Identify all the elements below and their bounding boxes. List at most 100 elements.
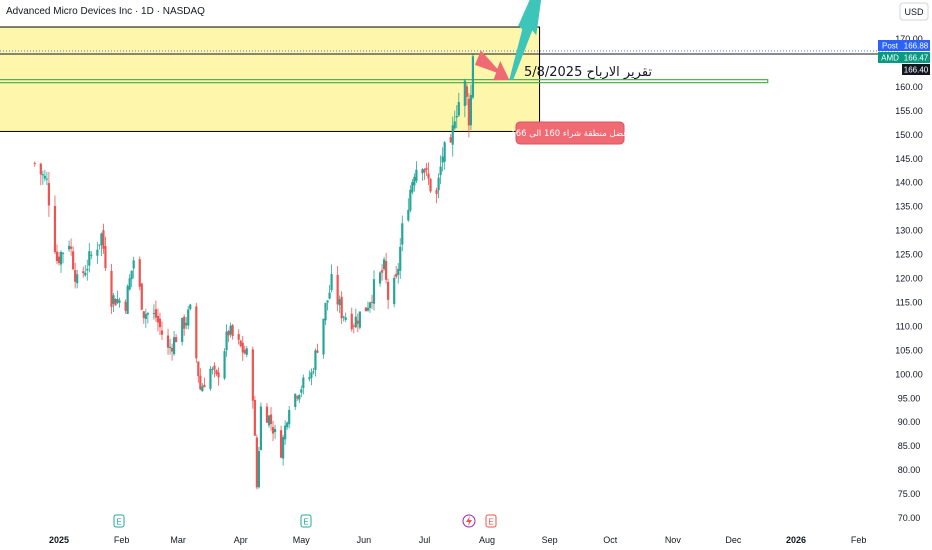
candle-body bbox=[195, 306, 198, 359]
currency-button[interactable] bbox=[899, 2, 929, 21]
earnings-event-marker[interactable]: E bbox=[113, 514, 125, 528]
buy-zone-callout-text: افضل منطقة شراء 160 الى 166 bbox=[510, 129, 629, 139]
candle-body bbox=[116, 298, 119, 303]
upcoming-earnings-marker[interactable]: E bbox=[485, 514, 497, 528]
post-tag-value: 166.88 bbox=[904, 42, 929, 51]
candle-body bbox=[251, 349, 254, 401]
candle-body bbox=[372, 279, 376, 304]
price-axis-tick-label: 70.00 bbox=[898, 513, 921, 523]
candle-body bbox=[126, 285, 129, 314]
candle-body bbox=[132, 260, 135, 269]
price-axis[interactable]: 70.00 75.00 80.00 85.00 90.00 95.00 100.00 105.… bbox=[895, 34, 923, 523]
earnings-report-label[interactable]: تقرير الارباح 5/8/2025 bbox=[524, 65, 652, 80]
time-axis-tick-label: Feb bbox=[114, 535, 130, 545]
candle-body bbox=[70, 246, 73, 249]
candle-body bbox=[187, 309, 190, 326]
candle-body bbox=[259, 406, 263, 450]
candle-body bbox=[166, 335, 170, 348]
candle-body bbox=[160, 330, 164, 335]
candle-body bbox=[338, 299, 341, 306]
candle-body bbox=[114, 299, 117, 306]
candle-body bbox=[378, 272, 382, 284]
dividend-lightning-icon[interactable] bbox=[462, 514, 476, 528]
candle-body bbox=[104, 246, 107, 269]
candle-body bbox=[294, 393, 297, 407]
candle-body bbox=[59, 251, 63, 265]
price-axis-tick-label: 170.00 bbox=[895, 34, 923, 44]
candle-body bbox=[385, 261, 388, 280]
candle-body bbox=[425, 167, 428, 170]
price-axis-tick-label: 105.00 bbox=[895, 345, 923, 355]
candle-body bbox=[257, 451, 260, 488]
time-axis-tick-label: Nov bbox=[665, 535, 682, 545]
candle-body bbox=[265, 406, 269, 423]
candle-body bbox=[314, 350, 317, 370]
time-axis[interactable]: 2025 Feb Mar Apr May Jun Jul Aug Sep Oct Nov Dec 202… bbox=[49, 535, 866, 545]
price-axis-tick-label: 95.00 bbox=[898, 393, 921, 403]
candle-body bbox=[112, 295, 115, 304]
candle-body bbox=[330, 273, 333, 291]
candle-body bbox=[102, 230, 105, 249]
teal-up-arrow[interactable] bbox=[509, 0, 546, 80]
earnings-level-line[interactable] bbox=[0, 79, 769, 84]
time-axis-tick-label: Oct bbox=[603, 535, 618, 545]
candle-body bbox=[223, 351, 226, 379]
last-price-tag: 166.40 bbox=[902, 64, 930, 75]
last-tag-value: 166.40 bbox=[904, 66, 929, 75]
candle-body bbox=[185, 322, 188, 326]
amd-price-tag: AMD 166.47 bbox=[878, 52, 930, 63]
candle-body bbox=[211, 368, 214, 370]
price-axis-tick-label: 80.00 bbox=[898, 465, 921, 475]
candle-body bbox=[229, 325, 232, 335]
candle-body bbox=[358, 311, 361, 328]
buy-zone-callout-box[interactable] bbox=[515, 121, 625, 145]
candle-body bbox=[380, 270, 384, 273]
candle-body bbox=[328, 292, 331, 299]
red-down-arrow[interactable] bbox=[474, 50, 510, 81]
candle-body bbox=[142, 311, 145, 318]
candle-body bbox=[146, 313, 149, 315]
price-axis-tick-label: 100.00 bbox=[895, 369, 923, 379]
candle-body bbox=[350, 313, 353, 330]
candle-body bbox=[469, 95, 473, 126]
candle-body bbox=[421, 169, 424, 174]
candle-body bbox=[140, 283, 143, 310]
price-axis-tick-label: 110.00 bbox=[896, 321, 923, 331]
candle-body bbox=[241, 342, 244, 353]
candle-body bbox=[175, 337, 178, 343]
candle-body bbox=[227, 330, 230, 336]
price-axis-tick-label: 90.00 bbox=[898, 417, 921, 427]
price-axis-tick-label: 160.00 bbox=[895, 82, 923, 92]
candle-body bbox=[170, 347, 174, 352]
candle-body bbox=[344, 317, 347, 320]
candle-body bbox=[300, 389, 303, 393]
candle-body bbox=[43, 175, 46, 179]
candle-body bbox=[288, 410, 291, 425]
candle-body bbox=[245, 348, 248, 355]
price-axis-tick-label: 130.00 bbox=[895, 226, 923, 236]
candle-body bbox=[128, 278, 131, 290]
price-axis-tick-label: 150.00 bbox=[895, 130, 923, 140]
price-axis-tick-label: 75.00 bbox=[898, 489, 921, 499]
candle-body bbox=[302, 377, 305, 389]
earnings-event-marker[interactable]: E bbox=[300, 514, 312, 528]
price-axis-tick-label: 145.00 bbox=[895, 154, 923, 164]
candle-body bbox=[370, 301, 374, 303]
candle-body bbox=[455, 116, 458, 118]
candle-body bbox=[215, 370, 218, 375]
candle-body bbox=[45, 178, 48, 180]
candle-body bbox=[237, 334, 240, 340]
candle-body bbox=[98, 244, 101, 246]
candle-body bbox=[413, 176, 416, 186]
candle-body bbox=[267, 415, 271, 426]
candle-body bbox=[387, 281, 390, 300]
price-axis-tick-label: 120.00 bbox=[895, 274, 923, 284]
time-axis-tick-label: Jul bbox=[419, 535, 431, 545]
event-marker-letter: E bbox=[488, 518, 493, 527]
time-axis-tick-label: Apr bbox=[234, 535, 248, 545]
candle-body bbox=[463, 80, 466, 106]
candle-body bbox=[273, 429, 277, 432]
candle-body bbox=[138, 259, 141, 287]
candle-body bbox=[298, 394, 301, 400]
